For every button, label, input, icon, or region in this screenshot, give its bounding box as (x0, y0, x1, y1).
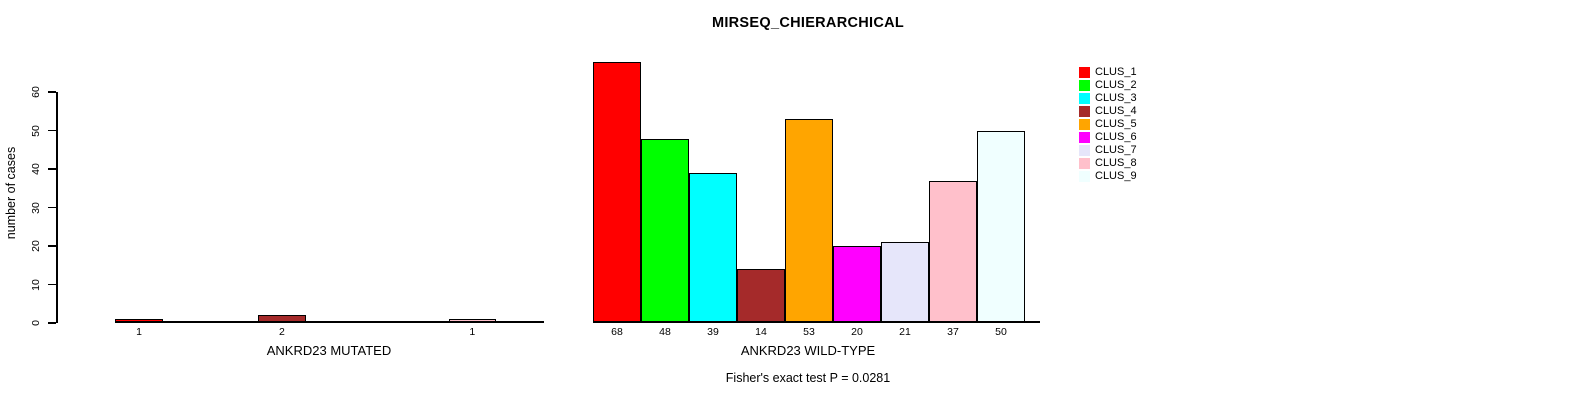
legend-swatch-CLUS_5 (1079, 119, 1090, 130)
y-tick-mark (48, 206, 56, 209)
bar-value-label: 14 (755, 326, 767, 338)
bar-CLUS_4-wild-type (737, 269, 785, 323)
legend-label-CLUS_9: CLUS_9 (1095, 170, 1137, 182)
bar-value-label: 2 (278, 326, 285, 338)
bar-value-label: 39 (707, 326, 719, 338)
legend-swatch-CLUS_4 (1079, 106, 1090, 117)
legend-label-CLUS_3: CLUS_3 (1095, 92, 1137, 104)
y-tick-label: 30 (30, 201, 42, 214)
y-axis-title: number of cases (4, 146, 18, 240)
legend-label-CLUS_2: CLUS_2 (1095, 79, 1137, 91)
bar-CLUS_9-wild-type (977, 130, 1025, 323)
bar-value-label: 68 (611, 326, 623, 338)
legend-label-CLUS_8: CLUS_8 (1095, 157, 1137, 169)
bar-CLUS_5-wild-type (785, 119, 833, 323)
bar-value-label: 1 (136, 326, 143, 338)
bar-CLUS_3-wild-type (689, 173, 737, 323)
y-tick-mark (48, 245, 56, 247)
y-tick-label: 20 (30, 240, 42, 252)
bar-value-label: 48 (659, 326, 671, 338)
bar-value-label: 20 (851, 326, 863, 338)
chart-title: MIRSEQ_CHIERARCHICAL (711, 15, 905, 31)
y-tick-mark (48, 322, 56, 324)
legend-swatch-CLUS_1 (1079, 67, 1090, 78)
y-tick-label: 50 (30, 125, 42, 137)
bar-value-label: 37 (947, 326, 959, 338)
legend-label-CLUS_4: CLUS_4 (1095, 105, 1137, 117)
bar-value-label: 50 (995, 326, 1007, 338)
y-tick-label: 60 (30, 86, 42, 99)
bar-CLUS_8-wild-type (929, 180, 977, 323)
bar-CLUS_2-wild-type (641, 138, 689, 323)
bar-CLUS_7-wild-type (881, 242, 929, 323)
legend-label-CLUS_7: CLUS_7 (1095, 144, 1137, 156)
y-tick-mark (48, 283, 56, 286)
legend-label-CLUS_6: CLUS_6 (1095, 131, 1137, 143)
y-tick-mark (48, 91, 56, 93)
legend-swatch-CLUS_3 (1079, 93, 1090, 104)
bar-CLUS_1-wild-type (593, 61, 641, 323)
legend-swatch-CLUS_8 (1079, 158, 1090, 169)
x-axis-label-wildtype: ANKRD23 WILD-TYPE (740, 343, 876, 358)
bar-CLUS_6-wild-type (833, 246, 881, 323)
x-axis-label-mutated: ANKRD23 MUTATED (266, 343, 392, 358)
y-tick-label: 0 (30, 320, 42, 326)
legend-label-CLUS_1: CLUS_1 (1095, 66, 1137, 78)
x-axis-baseline-wildtype (593, 321, 1040, 323)
y-tick-mark (48, 129, 56, 132)
bar-value-label: 53 (803, 326, 815, 338)
legend-swatch-CLUS_6 (1079, 132, 1090, 143)
y-tick-label: 40 (30, 163, 42, 176)
y-tick-mark (48, 168, 56, 170)
y-tick-label: 10 (30, 278, 42, 291)
bar-value-label: 21 (899, 326, 911, 338)
y-axis-line (56, 92, 58, 323)
legend-label-CLUS_5: CLUS_5 (1095, 118, 1137, 130)
fisher-test-annotation: Fisher's exact test P = 0.0281 (725, 371, 891, 385)
legend-swatch-CLUS_9 (1079, 171, 1090, 182)
x-axis-baseline-mutated (115, 321, 544, 323)
legend-swatch-CLUS_7 (1079, 145, 1090, 156)
legend-swatch-CLUS_2 (1079, 80, 1090, 91)
bar-value-label: 1 (469, 326, 476, 338)
